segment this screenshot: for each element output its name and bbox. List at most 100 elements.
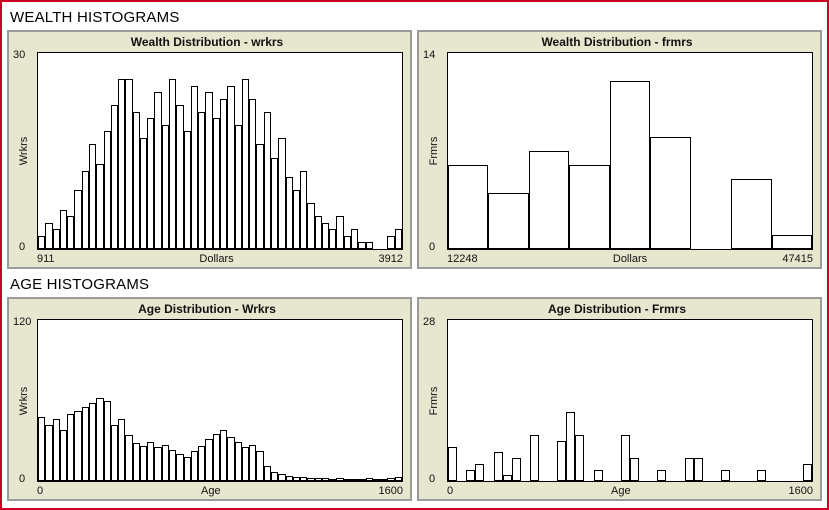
histogram-bar <box>292 476 301 481</box>
histogram-bar <box>263 111 271 249</box>
histogram-bar <box>493 452 503 481</box>
histogram-bar <box>343 479 352 481</box>
histogram-bar <box>270 157 279 249</box>
y-axis-label: Wrkrs <box>18 136 30 166</box>
y-axis-label: Frmrs <box>428 136 440 166</box>
x-axis-min: 911 <box>37 253 55 265</box>
histogram-bar <box>721 469 731 481</box>
histogram-bar <box>74 411 82 481</box>
histogram-bar <box>125 79 133 249</box>
age-plots-row: Age Distribution - Wrkrs 120 Wrkrs 0 0 A… <box>2 297 827 501</box>
y-axis-label: Wrkrs <box>18 386 30 415</box>
y-axis-max: 120 <box>13 316 32 328</box>
x-axis-max: 47415 <box>782 253 813 265</box>
x-axis-max: 1600 <box>788 485 813 497</box>
histogram-bar <box>448 446 458 481</box>
y-axis: 120 Wrkrs 0 <box>11 316 37 485</box>
histogram-bar <box>38 235 46 249</box>
histogram-bar <box>88 144 97 249</box>
y-axis-max: 14 <box>423 49 436 61</box>
x-axis: 911 Dollars 3912 <box>37 250 403 265</box>
histogram-bar <box>45 222 53 249</box>
histogram-bar <box>511 458 521 481</box>
histogram-bar <box>321 478 330 481</box>
x-axis-label: Dollars <box>199 253 234 265</box>
histogram-bar <box>132 111 140 249</box>
histogram-bar <box>190 85 199 249</box>
y-axis-min: 0 <box>19 473 26 485</box>
histogram-bar <box>59 209 68 249</box>
x-axis-max: 1600 <box>378 485 403 497</box>
histogram-bar <box>358 242 366 249</box>
histogram-bar <box>52 229 60 249</box>
histogram-bar <box>198 111 206 249</box>
plot-age-distribution-wrkrs: Age Distribution - Wrkrs 120 Wrkrs 0 0 A… <box>7 297 412 501</box>
y-axis-max: 28 <box>423 316 436 328</box>
histogram-bar <box>74 190 82 249</box>
plot-title: Age Distribution - Wrkrs <box>138 302 276 316</box>
histogram-bar <box>329 479 337 481</box>
histogram-bar <box>176 454 184 481</box>
y-axis-min: 0 <box>19 241 26 253</box>
histogram-bar <box>139 137 148 249</box>
histogram-bar <box>569 165 610 249</box>
histogram-bar <box>757 469 767 481</box>
histogram-bar <box>103 131 111 249</box>
histogram-bar <box>220 98 228 249</box>
histogram-bar <box>300 476 308 481</box>
histogram-bar <box>205 439 213 481</box>
histogram-bar <box>351 229 359 249</box>
histogram-bar <box>147 442 155 481</box>
histogram-bar <box>67 216 75 249</box>
histogram-bar <box>256 144 264 249</box>
histogram-bar <box>278 474 286 481</box>
x-axis-label: Age <box>201 485 221 497</box>
x-axis-min: 12248 <box>447 253 478 265</box>
histogram-bar <box>118 79 126 249</box>
histogram-bar <box>249 444 257 481</box>
histogram-bar <box>285 177 293 249</box>
y-axis-max: 30 <box>13 49 26 61</box>
histogram-bar <box>693 458 703 481</box>
x-axis-max: 3912 <box>378 253 403 265</box>
section-title-age: AGE HISTOGRAMS <box>10 276 150 293</box>
histogram-bar <box>118 419 126 481</box>
histogram-bar <box>103 400 111 481</box>
plot-area <box>447 319 813 482</box>
histogram-bar <box>351 479 359 481</box>
histogram-bar <box>650 137 691 249</box>
histogram-bar <box>52 419 60 481</box>
histogram-bar <box>234 442 242 481</box>
histogram-bar <box>292 190 301 249</box>
histogram-bar <box>227 436 235 481</box>
histogram-bar <box>684 458 694 481</box>
histogram-bar <box>336 216 344 249</box>
histogram-bar <box>365 242 373 249</box>
histogram-bar <box>190 451 199 481</box>
histogram-bar <box>314 216 322 249</box>
x-axis-min: 0 <box>37 485 44 497</box>
histogram-bar <box>270 471 279 481</box>
histogram-bar <box>125 435 133 481</box>
plot-title: Wealth Distribution - frmrs <box>541 35 693 49</box>
histogram-bar <box>154 92 162 249</box>
histogram-bar <box>528 151 570 249</box>
histogram-bar <box>249 98 257 249</box>
histogram-bar <box>169 79 177 249</box>
histogram-bar <box>278 137 286 249</box>
histogram-bar <box>575 435 585 481</box>
histogram-bar <box>321 222 330 249</box>
histogram-bar <box>365 478 373 481</box>
histogram-bar <box>336 478 344 481</box>
histogram-bar <box>256 451 264 481</box>
histogram-bar <box>88 403 97 481</box>
histogram-bar <box>139 446 148 481</box>
histogram-bar <box>657 469 667 481</box>
plot-title: Wealth Distribution - wrkrs <box>130 35 284 49</box>
histogram-bar <box>630 458 640 481</box>
histogram-bar <box>161 124 170 249</box>
x-axis: 0 Age 1600 <box>447 482 813 497</box>
y-axis: 30 Wrkrs 0 <box>11 49 37 253</box>
histogram-bar <box>45 424 53 481</box>
